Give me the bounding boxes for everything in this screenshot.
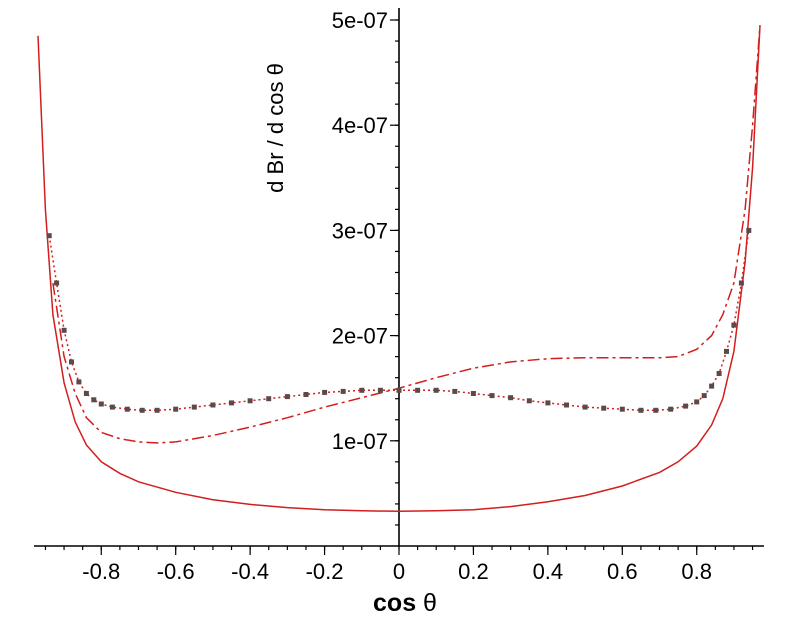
x-tick-label: -0.4	[231, 559, 269, 584]
series-point	[433, 387, 439, 393]
series-point	[284, 394, 290, 400]
series-point	[76, 379, 82, 385]
series-point	[415, 387, 421, 393]
series-point	[69, 359, 74, 365]
series-point	[508, 395, 514, 401]
series-point	[683, 403, 689, 409]
series-point	[452, 388, 458, 394]
series-point	[266, 396, 272, 402]
series-point	[545, 400, 551, 406]
series-point	[61, 327, 67, 333]
labels-group: -0.8 -0.6 -0.4 -0.2 0 0.2 0.4 0.6 0.8 1e-07 2e-07 3…	[82, 8, 712, 584]
x-tick-label: 0.8	[681, 559, 712, 584]
series-point	[668, 406, 674, 412]
y-tick-label: 5e-07	[332, 8, 388, 33]
series-point	[54, 280, 60, 286]
series-point	[154, 407, 160, 413]
series-point	[91, 397, 97, 403]
series-point	[229, 400, 234, 406]
series-point	[247, 398, 253, 404]
series-point	[139, 407, 145, 413]
y-tick-label: 4e-07	[332, 113, 388, 138]
series-line-solid	[37, 25, 761, 513]
series-point	[210, 402, 216, 408]
series-point	[191, 404, 197, 410]
series-point	[470, 391, 476, 396]
series-point	[83, 391, 89, 396]
x-tick-label: -0.8	[82, 559, 120, 584]
x-tick-label: 0.6	[607, 559, 638, 584]
series-point	[173, 406, 179, 412]
x-tick-label: 0.4	[533, 559, 564, 584]
series-group	[37, 25, 761, 513]
series-point	[340, 388, 346, 394]
y-axis-label: d Br / d cos θ	[263, 63, 288, 193]
x-axis-label-bold: cos	[373, 589, 416, 617]
series-point	[601, 405, 607, 411]
y-tick-label: 3e-07	[332, 218, 388, 243]
x-tick-label: 0.2	[458, 559, 489, 584]
series-point	[124, 406, 130, 412]
series-point	[489, 393, 495, 399]
series-point	[377, 387, 383, 393]
series-point	[709, 383, 715, 389]
series-point	[746, 227, 752, 233]
series-point	[564, 402, 569, 408]
series-line-dashed	[52, 25, 761, 444]
series-point	[303, 392, 309, 397]
x-tick-label: -0.2	[306, 559, 344, 584]
series-point	[731, 322, 737, 328]
series-point	[619, 406, 625, 412]
series-point	[109, 404, 115, 410]
y-tick-label: 2e-07	[332, 324, 388, 349]
series-point	[694, 399, 700, 405]
series-point	[716, 371, 722, 376]
x-tick-label: 0	[393, 559, 405, 584]
series-point	[701, 393, 707, 399]
series-point	[98, 401, 104, 407]
series-point	[738, 280, 744, 286]
series-point	[724, 348, 729, 354]
series-point	[582, 404, 588, 410]
series-point	[526, 398, 532, 404]
series-point	[396, 387, 402, 393]
series-point	[46, 233, 52, 239]
x-axis-label-rest: θ	[416, 589, 437, 617]
series-point	[322, 389, 328, 395]
series-point	[359, 387, 365, 393]
y-tick-label: 1e-07	[332, 429, 388, 454]
x-axis-label: cos θ	[373, 589, 437, 617]
series-point	[653, 407, 659, 413]
axes-group	[34, 8, 764, 555]
series-point	[638, 407, 644, 413]
x-tick-label: -0.6	[157, 559, 195, 584]
